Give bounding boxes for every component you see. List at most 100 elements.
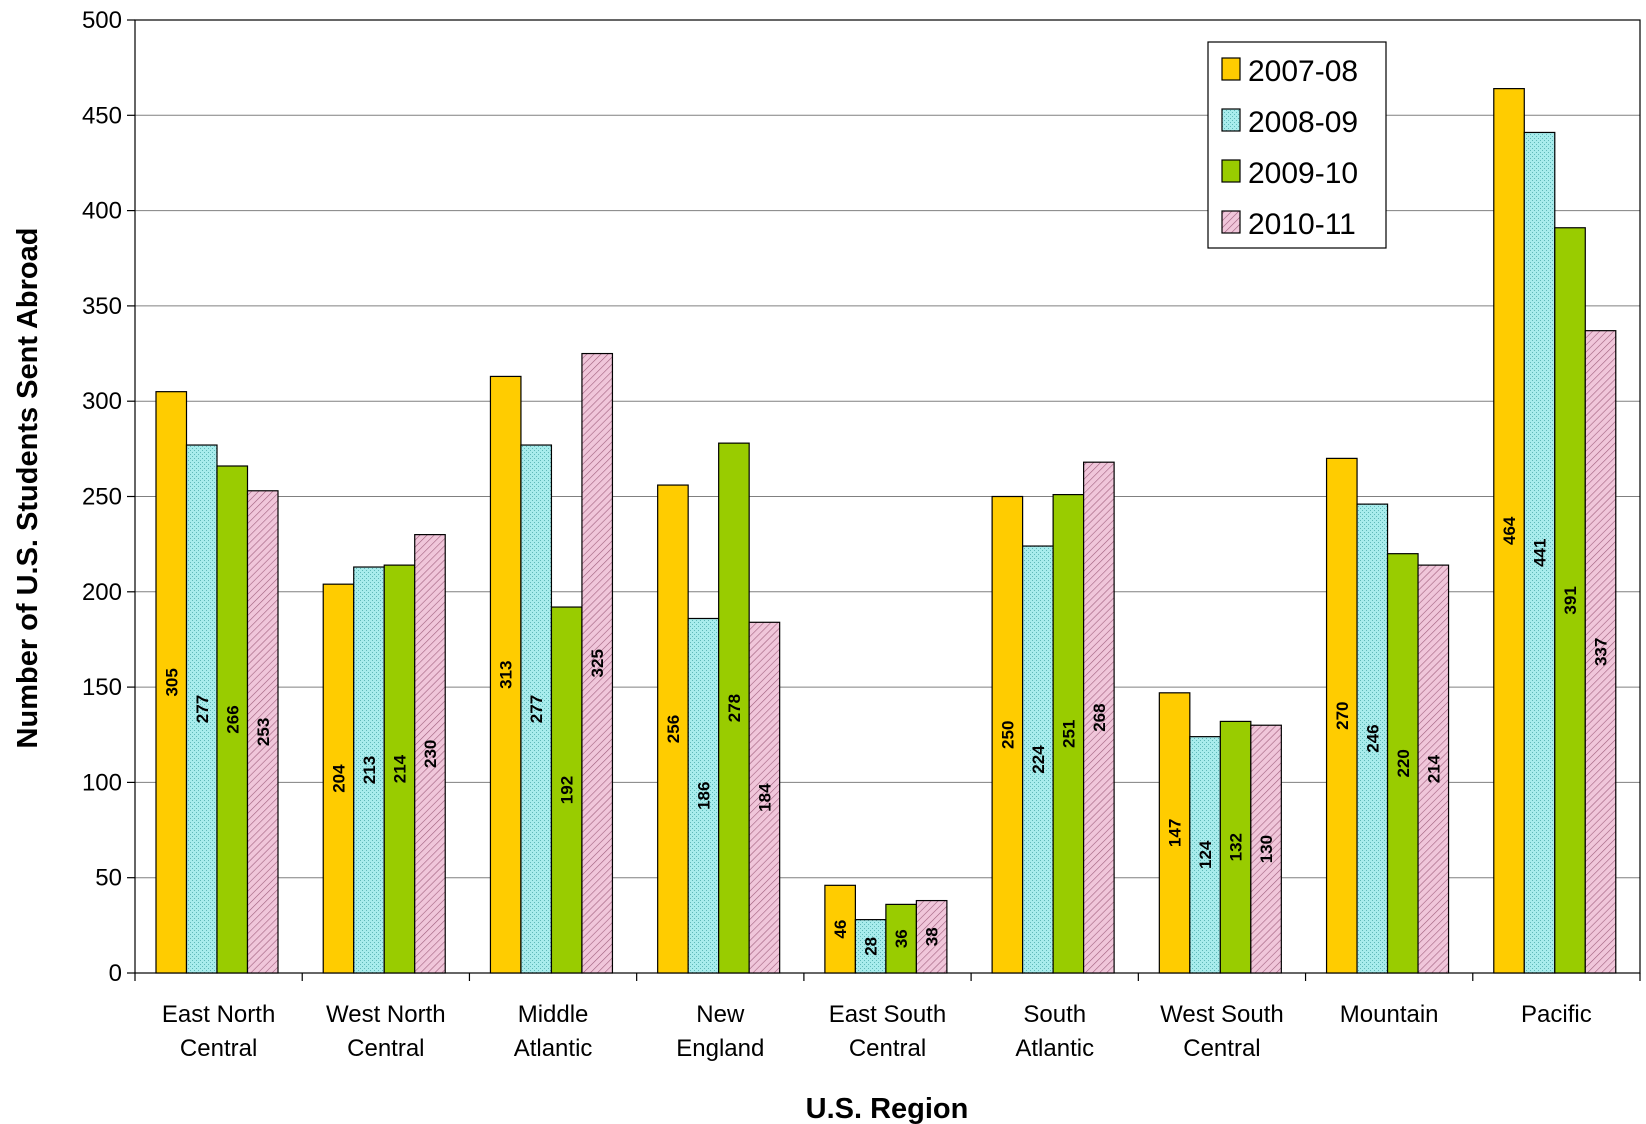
bar-value-label: 266 <box>223 705 242 733</box>
bar-value-label: 251 <box>1059 720 1078 748</box>
bar <box>1584 330 1617 974</box>
bar <box>246 490 279 974</box>
x-category-label: East North Central <box>162 1001 275 1062</box>
bar <box>1554 227 1586 974</box>
bar-value-label: 130 <box>1257 835 1276 863</box>
bar-value-label: 268 <box>1090 703 1109 731</box>
bar-value-label: 246 <box>1363 724 1382 752</box>
bar <box>414 534 446 974</box>
legend-swatch <box>1221 210 1241 234</box>
bar-value-label: 277 <box>527 695 546 723</box>
bar <box>489 375 522 974</box>
bar-value-label: 147 <box>1166 819 1185 847</box>
bar <box>1386 553 1419 974</box>
bar <box>1189 736 1221 974</box>
bar-value-label: 192 <box>558 776 577 804</box>
x-category-label: New England <box>676 1001 764 1062</box>
y-tick-label: 200 <box>82 579 122 606</box>
legend-label: 2007-08 <box>1248 55 1358 88</box>
bar-value-label: 46 <box>831 920 850 939</box>
bar-value-label: 305 <box>162 668 181 696</box>
x-category-label: Pacific <box>1521 1001 1592 1028</box>
bar-value-label: 184 <box>755 783 774 812</box>
bar <box>915 899 948 974</box>
legend-label: 2008-09 <box>1248 106 1358 139</box>
bar-value-label: 391 <box>1561 586 1580 614</box>
bar-value-label: 186 <box>694 782 713 810</box>
bar <box>718 442 750 974</box>
bar-value-label: 250 <box>998 721 1017 749</box>
bar <box>1158 692 1191 974</box>
bar-value-label: 230 <box>421 740 440 768</box>
bar-value-label: 464 <box>1500 516 1519 545</box>
bar-value-label: 278 <box>725 694 744 722</box>
bar <box>216 465 249 974</box>
bars <box>155 88 1617 974</box>
bar-value-label: 214 <box>1424 754 1443 783</box>
y-tick-label: 150 <box>82 674 122 701</box>
y-tick-label: 0 <box>109 960 122 987</box>
bar-value-label: 270 <box>1333 702 1352 730</box>
y-tick-label: 250 <box>82 484 122 511</box>
bar-value-label: 224 <box>1029 745 1048 774</box>
bar <box>1417 564 1450 974</box>
data-labels: 305 204 313 256 46 250 147 270 464 277 213 277 186 28… <box>162 516 1610 956</box>
bar <box>383 564 416 974</box>
bar-value-label: 28 <box>862 937 881 956</box>
bar <box>1083 461 1115 974</box>
axes: 0 50 100 150 200 250 300 350 400 450 500 East North… <box>82 7 1641 1062</box>
bar-value-label: 253 <box>254 718 273 746</box>
bar <box>1356 503 1389 974</box>
y-tick-label: 500 <box>82 7 122 34</box>
bar-value-label: 256 <box>664 715 683 743</box>
bar <box>1493 88 1525 974</box>
bar <box>854 919 887 974</box>
bar <box>885 903 917 974</box>
bar-value-label: 325 <box>588 649 607 677</box>
x-axis-title: U.S. Region <box>806 1093 969 1124</box>
bar-value-label: 38 <box>923 927 942 946</box>
bar <box>687 617 720 974</box>
legend-label: 2009-10 <box>1248 157 1358 190</box>
bar <box>322 583 355 974</box>
bar <box>1325 457 1358 974</box>
y-tick-label: 450 <box>82 102 122 129</box>
bar-value-label: 36 <box>892 929 911 948</box>
bar <box>550 606 583 974</box>
x-category-label: East South Central <box>829 1001 946 1062</box>
y-tick-label: 400 <box>82 198 122 225</box>
bar-value-label: 213 <box>360 756 379 784</box>
bar-value-label: 124 <box>1196 840 1215 869</box>
bar-value-label: 441 <box>1531 539 1550 567</box>
bar <box>1250 724 1282 974</box>
legend-swatch <box>1221 159 1241 183</box>
bar-value-label: 214 <box>390 754 409 783</box>
bar <box>353 566 385 974</box>
bar-value-label: 337 <box>1592 638 1611 666</box>
y-axis-title: Number of U.S. Students Sent Abroad <box>12 228 44 749</box>
legend: 2007-08 2008-09 2009-10 2010-11 <box>1207 41 1387 249</box>
bar <box>991 495 1024 974</box>
legend-label: 2010-11 <box>1248 208 1356 241</box>
bar-value-label: 220 <box>1394 749 1413 777</box>
x-category-label: Mountain <box>1340 1001 1439 1028</box>
x-category-label: West South Central <box>1160 1001 1284 1062</box>
bar-value-label: 277 <box>193 695 212 723</box>
legend-swatch <box>1221 108 1241 132</box>
x-category-label: West North Central <box>326 1001 446 1062</box>
x-category-label: Middle Atlantic <box>514 1001 593 1062</box>
y-tick-label: 350 <box>82 293 122 320</box>
bar <box>657 484 689 974</box>
bar <box>1052 493 1085 974</box>
bar <box>1219 720 1252 974</box>
bar <box>155 391 188 974</box>
bar <box>824 884 856 974</box>
y-tick-label: 100 <box>82 769 122 796</box>
y-tick-label: 300 <box>82 388 122 415</box>
bar <box>1022 545 1054 974</box>
bar <box>748 621 781 974</box>
bar-value-label: 204 <box>329 764 348 793</box>
bar <box>581 352 614 974</box>
